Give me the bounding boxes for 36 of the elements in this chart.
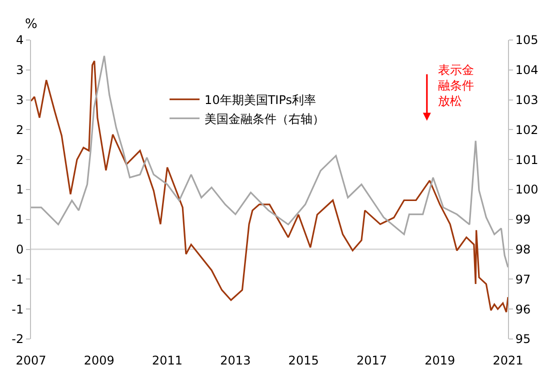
y2-tick-label: 98: [515, 242, 531, 256]
y-tick-label: -1: [12, 272, 24, 286]
y-tick-label: -1: [12, 302, 24, 316]
y2-tick-label: 103: [515, 93, 538, 107]
legend-label: 10年期美国TIPs利率: [204, 93, 316, 108]
legend-label: 美国金融条件（右轴）: [204, 112, 325, 126]
y-tick-label: 1: [16, 212, 24, 227]
y2-tick-label: 105: [515, 33, 538, 48]
y2-tick-label: 99: [515, 212, 531, 227]
y2-tick-label: 95: [515, 332, 531, 346]
x-tick-label: 2013: [220, 353, 251, 368]
y-tick-label: 2: [16, 152, 24, 167]
x-tick-label: 2011: [152, 353, 183, 368]
y-tick-label: 3: [16, 63, 24, 78]
y-tick-label: 2: [16, 122, 24, 137]
line-series: [31, 55, 508, 268]
x-tick-label: 2021: [492, 353, 524, 368]
y2-tick-label: 101: [515, 152, 538, 167]
y-tick-label: -2: [12, 332, 24, 346]
x-tick-label: 2019: [424, 353, 456, 368]
x-tick-label: 2009: [84, 353, 114, 368]
y2-tick-label: 102: [515, 122, 538, 137]
annotation: 表示金融条件放松: [438, 63, 474, 108]
y-tick-label: 4: [16, 33, 24, 48]
y2-tick-label: 97: [515, 272, 531, 286]
y2-tick-label: 104: [515, 63, 538, 78]
x-tick-label: 2017: [356, 353, 387, 368]
y2-tick-label: 96: [515, 302, 531, 316]
y2-tick-label: 100: [515, 182, 538, 197]
y-axis-title: %: [25, 17, 38, 32]
y-tick-label: 3: [16, 93, 24, 107]
y-tick-label: 0: [16, 242, 24, 256]
y-tick-label: 1: [16, 182, 24, 197]
line-series: [31, 60, 508, 313]
x-tick-label: 2007: [16, 353, 46, 368]
x-tick-label: 2015: [288, 353, 319, 368]
